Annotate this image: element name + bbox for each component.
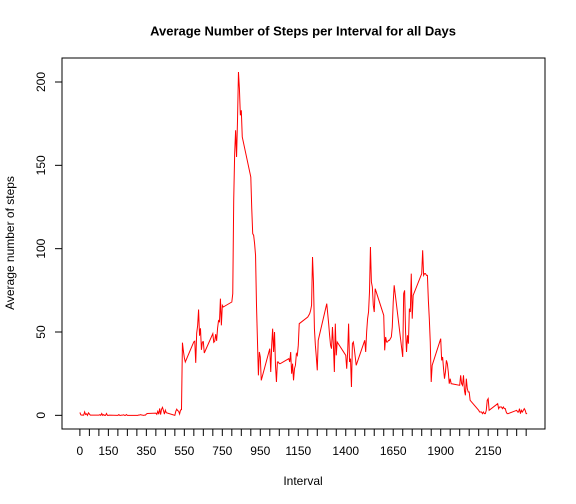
y-tick-label: 0: [34, 412, 48, 419]
x-tick-label: 350: [136, 444, 156, 458]
x-tick-label: 2150: [475, 444, 502, 458]
y-tick-label: 100: [34, 238, 48, 258]
y-axis-label: Average number of steps: [3, 176, 17, 310]
x-tick-label: 550: [174, 444, 194, 458]
x-tick-label: 1650: [380, 444, 407, 458]
y-tick-label: 50: [34, 325, 48, 339]
plot-frame: [61, 57, 546, 430]
x-tick-label: 1900: [427, 444, 454, 458]
x-tick-label: 1150: [285, 444, 311, 458]
x-axis-label: Interval: [283, 474, 322, 488]
y-tick-label: 200: [34, 72, 48, 92]
x-tick-label: 0: [77, 444, 84, 458]
chart-title: Average Number of Steps per Interval for…: [150, 23, 456, 38]
x-tick-label: 950: [250, 444, 270, 458]
x-tick-label: 150: [98, 444, 118, 458]
x-tick-label: 1400: [332, 444, 359, 458]
data-line: [79, 71, 528, 417]
x-tick-label: 750: [212, 444, 232, 458]
y-tick-label: 150: [34, 155, 48, 175]
